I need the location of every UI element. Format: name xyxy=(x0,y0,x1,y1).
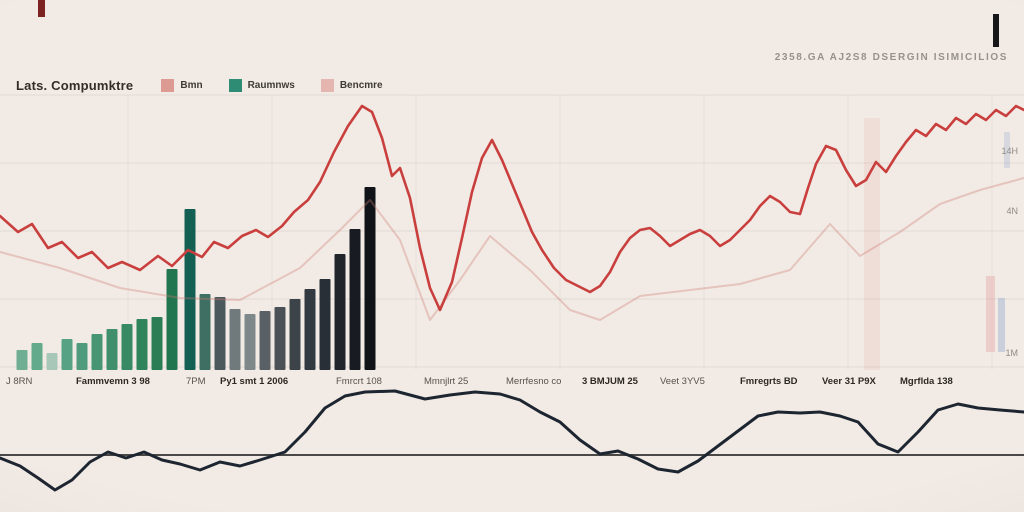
legend-title: Lats. Compumktre xyxy=(16,78,134,93)
right-axis-label: 4N xyxy=(1006,206,1018,216)
legend-item-label: Bencmre xyxy=(339,80,383,91)
legend-items: Bmn Raumnws Bencmre xyxy=(161,79,383,92)
right-axis-label: 1M xyxy=(1005,348,1018,358)
oscillator-line xyxy=(0,389,1024,492)
x-axis-label: Veet 3YV5 xyxy=(660,376,705,387)
legend-swatch xyxy=(161,79,175,92)
x-axis-label: 3 BMJUM 25 xyxy=(582,376,638,387)
x-axis-label: Mgrflda 138 xyxy=(900,376,953,387)
top-right-black-bar xyxy=(993,14,999,47)
x-axis-label: Mmnjlrt 25 xyxy=(424,376,469,387)
legend-item: Raumnws xyxy=(228,79,295,92)
ticker-text: 2358.GA AJ2S8 DSERGIN ISIMICILIOS xyxy=(774,52,1008,63)
legend-item-label: Bmn xyxy=(180,80,203,91)
volume-bars xyxy=(16,187,376,370)
legend-swatch xyxy=(320,79,334,92)
legend-item: Bmn xyxy=(161,79,203,92)
legend-item-label: Raumnws xyxy=(247,80,295,91)
x-axis-label: Veer 31 P9X xyxy=(822,376,876,387)
x-axis-label: Py1 smt 1 2006 xyxy=(220,376,289,387)
legend-swatch xyxy=(228,79,242,92)
benchmark-line xyxy=(0,177,1024,321)
x-axis-label: Fmregrts BD xyxy=(740,376,798,387)
highlight-bands xyxy=(864,118,1010,370)
x-axis-labels: J 8RN Fammvemn 3 98 7PM Py1 smt 1 2006 Fmrcr… xyxy=(0,376,1024,392)
top-left-red-bar xyxy=(38,0,45,17)
legend-item: Bencmre xyxy=(320,79,383,92)
x-axis-label: J 8RN xyxy=(6,376,33,387)
x-axis-label: Fammvemn 3 98 xyxy=(76,376,150,387)
price-line xyxy=(0,104,1024,312)
x-axis-label: Fmrcrt 108 xyxy=(336,376,382,387)
x-axis-label: Merrfesno co xyxy=(506,376,562,387)
x-axis-label: 7PM xyxy=(186,376,206,387)
right-axis-label: 14H xyxy=(1001,146,1018,156)
chart-legend: Lats. Compumktre Bmn Raumnws Bencmre xyxy=(16,78,383,93)
